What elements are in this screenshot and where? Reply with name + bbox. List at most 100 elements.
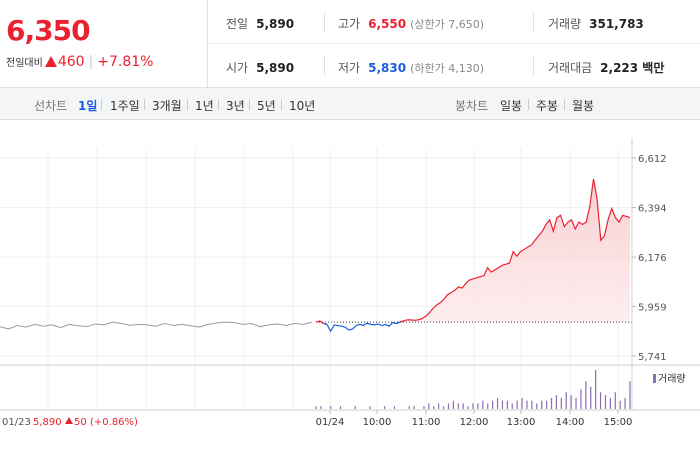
volume-bar bbox=[555, 395, 558, 409]
stat-low: 저가 5,830 (하한가 4,130) bbox=[338, 59, 484, 76]
volume-bar bbox=[384, 406, 386, 409]
price-change: 전일대비 460 | +7.81% bbox=[6, 54, 153, 70]
x-tick-label: 15:00 bbox=[604, 417, 633, 428]
volume-bar bbox=[413, 406, 415, 409]
divider bbox=[101, 99, 102, 110]
stat-value: 5,890 bbox=[256, 61, 295, 75]
divider: | bbox=[88, 54, 94, 70]
divider bbox=[533, 12, 534, 32]
volume-bar bbox=[511, 403, 513, 409]
volume-bar bbox=[599, 392, 602, 409]
volume-bar bbox=[541, 400, 543, 409]
volume-bar bbox=[457, 403, 459, 409]
stat-label: 전일 bbox=[226, 17, 249, 31]
candle-chart-label: 봉차트 bbox=[455, 99, 489, 113]
chart-fill bbox=[407, 178, 630, 323]
stat-value: 5,830 bbox=[368, 61, 407, 75]
volume-bar bbox=[545, 400, 548, 409]
candle-tab-daily[interactable]: 일봉 bbox=[500, 99, 523, 113]
prev-day-close: 5,890 bbox=[33, 417, 62, 428]
divider bbox=[249, 99, 250, 110]
stat-volume: 거래량 351,783 bbox=[548, 15, 644, 32]
period-tab-3m[interactable]: 3개월 bbox=[152, 99, 182, 113]
divider bbox=[281, 99, 282, 110]
stat-label: 거래량 bbox=[548, 17, 582, 31]
candle-tab-weekly[interactable]: 주봉 bbox=[536, 99, 559, 113]
volume-bar bbox=[472, 403, 474, 409]
volume-bar bbox=[496, 397, 499, 409]
volume-bar bbox=[452, 400, 454, 409]
volume-bar bbox=[506, 400, 508, 409]
divider bbox=[187, 99, 188, 110]
current-price: 6,350 bbox=[6, 14, 91, 47]
volume-bar bbox=[462, 403, 464, 409]
price-chart: 6,612 6,394 6,176 5,959 5,741 01/24 10:00 11:00… bbox=[0, 120, 700, 450]
price-chart-svg: 6,612 6,394 6,176 5,959 5,741 01/24 10:00 11:00… bbox=[0, 138, 700, 428]
volume-bar bbox=[531, 400, 533, 409]
stat-label: 시가 bbox=[226, 61, 249, 75]
volume-bar bbox=[604, 395, 607, 409]
volume-bar bbox=[575, 397, 577, 409]
volume-bar bbox=[354, 406, 356, 409]
volume-bar bbox=[570, 395, 572, 409]
volume-bar bbox=[536, 403, 538, 409]
volume-bar bbox=[521, 397, 523, 409]
volume-bar bbox=[438, 403, 440, 409]
divider bbox=[144, 99, 145, 110]
y-tick-label: 5,959 bbox=[638, 302, 667, 313]
divider bbox=[218, 99, 219, 110]
volume-bar bbox=[501, 400, 504, 409]
prev-day-line bbox=[0, 321, 313, 330]
volume-bar bbox=[550, 397, 553, 409]
volume-bar bbox=[369, 406, 371, 409]
stat-prev-close: 전일 5,890 bbox=[226, 15, 294, 32]
x-tick-label: 11:00 bbox=[412, 417, 441, 428]
volume-bar bbox=[482, 400, 484, 409]
candle-tab-monthly[interactable]: 월봉 bbox=[572, 99, 595, 113]
period-tab-1d[interactable]: 1일 bbox=[78, 99, 98, 113]
period-tab-5y[interactable]: 5년 bbox=[257, 99, 276, 113]
prev-day-date: 01/23 bbox=[2, 417, 31, 428]
stat-value: 6,550 bbox=[368, 17, 407, 31]
prev-day-change: 50 bbox=[74, 417, 87, 428]
divider bbox=[564, 99, 565, 110]
volume-bar bbox=[428, 403, 430, 409]
prev-day-change-pct: (+0.86%) bbox=[90, 417, 138, 428]
volume-legend: 거래량 bbox=[653, 373, 686, 385]
volume-bar bbox=[339, 406, 342, 409]
x-tick-label: 14:00 bbox=[556, 417, 585, 428]
quote-header: 6,350 전일대비 460 | +7.81% 전일 5,890 고가 6,550 (상한가… bbox=[0, 0, 700, 88]
period-tab-3y[interactable]: 3년 bbox=[226, 99, 245, 113]
volume-bar bbox=[526, 400, 528, 409]
volume-bar bbox=[595, 370, 597, 409]
line-chart-label: 선차트 bbox=[34, 99, 68, 113]
stat-value: 351,783 bbox=[589, 17, 644, 31]
period-tab-1w[interactable]: 1주일 bbox=[110, 99, 140, 113]
volume-bar bbox=[629, 381, 631, 409]
period-tab-10y[interactable]: 10년 bbox=[289, 99, 316, 113]
volume-bar bbox=[467, 406, 469, 409]
volume-bar bbox=[516, 400, 518, 409]
volume-bar bbox=[619, 400, 621, 409]
volume-bar bbox=[590, 386, 592, 409]
change-percent: +7.81% bbox=[97, 54, 154, 70]
volume-bar bbox=[315, 406, 317, 409]
volume-bar bbox=[408, 406, 410, 409]
stat-value: 5,890 bbox=[256, 17, 295, 31]
volume-legend-label: 거래량 bbox=[658, 373, 686, 385]
y-tick-label: 6,394 bbox=[638, 204, 667, 215]
stat-high: 고가 6,550 (상한가 7,650) bbox=[338, 15, 484, 32]
volume-bar bbox=[393, 406, 396, 409]
volume-bar bbox=[614, 392, 616, 409]
stat-value: 2,223 백만 bbox=[600, 61, 665, 75]
chart-axes: 6,612 6,394 6,176 5,959 5,741 01/24 10:00 11:00… bbox=[0, 138, 700, 428]
volume-bar bbox=[492, 400, 494, 409]
up-triangle-icon bbox=[44, 56, 57, 67]
chart-footer: 01/23 5,890 50 (+0.86%) bbox=[2, 417, 138, 428]
volume-bar bbox=[624, 397, 626, 409]
stats-row-2: 시가 5,890 저가 5,830 (하한가 4,130) 거래대금 2,223 백만 bbox=[208, 44, 700, 88]
price-panel: 6,350 전일대비 460 | +7.81% bbox=[0, 0, 208, 88]
change-value: 460 bbox=[57, 54, 85, 70]
period-tab-1y[interactable]: 1년 bbox=[195, 99, 214, 113]
stat-label: 거래대금 bbox=[548, 61, 593, 75]
